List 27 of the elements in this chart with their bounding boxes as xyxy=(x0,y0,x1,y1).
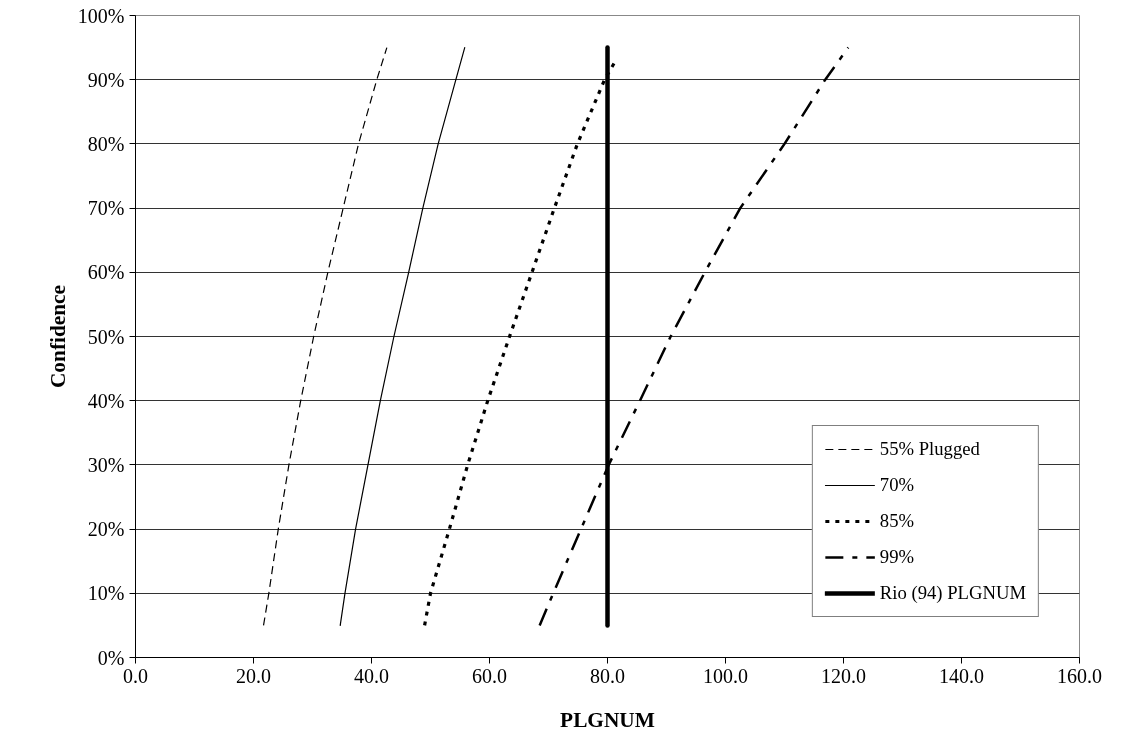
x-tick-label: 80.0 xyxy=(590,664,625,687)
y-tick-label: 60% xyxy=(87,261,125,284)
legend-label: 99% xyxy=(879,546,915,568)
x-tick-label: 160.0 xyxy=(1057,664,1102,687)
y-tick-label: 100% xyxy=(77,4,125,27)
x-tick-label: 100.0 xyxy=(703,664,748,687)
x-axis-title: PLGNUM xyxy=(560,707,655,732)
y-tick-label: 30% xyxy=(87,453,125,476)
legend-label: 55% Plugged xyxy=(879,438,980,460)
y-tick-label: 20% xyxy=(87,518,125,541)
y-tick-label: 40% xyxy=(87,389,125,412)
y-tick-label: 50% xyxy=(87,325,125,348)
y-tick-label: 90% xyxy=(87,68,125,91)
x-tick-label: 20.0 xyxy=(236,664,271,687)
y-tick-label: 80% xyxy=(87,132,125,155)
y-tick-label: 0% xyxy=(97,646,125,669)
y-tick-label: 10% xyxy=(87,582,125,605)
legend-label: 70% xyxy=(879,474,915,496)
legend-label: 85% xyxy=(879,510,915,532)
x-tick-label: 120.0 xyxy=(821,664,866,687)
x-tick-label: 60.0 xyxy=(472,664,507,687)
x-tick-label: 140.0 xyxy=(939,664,984,687)
y-tick-label: 70% xyxy=(87,197,125,220)
legend-label: Rio (94) PLGNUM xyxy=(879,582,1026,604)
y-axis-title: Confidence xyxy=(45,284,70,389)
x-tick-label: 0.0 xyxy=(123,664,148,687)
x-tick-label: 40.0 xyxy=(354,664,389,687)
